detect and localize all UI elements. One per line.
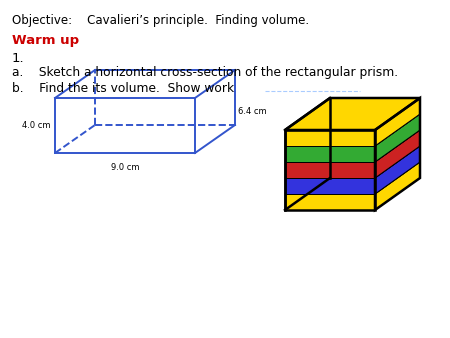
Text: 9.0 cm: 9.0 cm bbox=[111, 163, 139, 172]
Polygon shape bbox=[375, 130, 420, 178]
Polygon shape bbox=[285, 146, 420, 178]
Polygon shape bbox=[285, 162, 420, 194]
Text: 6.4 cm: 6.4 cm bbox=[238, 107, 266, 116]
Text: b.    Find the its volume.  Show work: b. Find the its volume. Show work bbox=[12, 82, 234, 95]
Text: 1.: 1. bbox=[12, 52, 25, 65]
Polygon shape bbox=[375, 162, 420, 210]
Text: 4.0 cm: 4.0 cm bbox=[22, 121, 51, 130]
Polygon shape bbox=[285, 178, 375, 194]
Polygon shape bbox=[375, 114, 420, 162]
Text: Objective:    Cavalieri’s principle.  Finding volume.: Objective: Cavalieri’s principle. Findin… bbox=[12, 14, 309, 27]
Polygon shape bbox=[285, 162, 375, 178]
Polygon shape bbox=[375, 98, 420, 146]
Text: Warm up: Warm up bbox=[12, 34, 79, 47]
Polygon shape bbox=[285, 130, 420, 162]
Text: a.    Sketch a horizontal cross-section of the rectangular prism.: a. Sketch a horizontal cross-section of … bbox=[12, 66, 398, 79]
Polygon shape bbox=[285, 146, 375, 162]
Polygon shape bbox=[285, 130, 375, 146]
Polygon shape bbox=[285, 194, 375, 210]
Polygon shape bbox=[375, 146, 420, 194]
Polygon shape bbox=[285, 114, 420, 146]
Polygon shape bbox=[285, 98, 420, 130]
